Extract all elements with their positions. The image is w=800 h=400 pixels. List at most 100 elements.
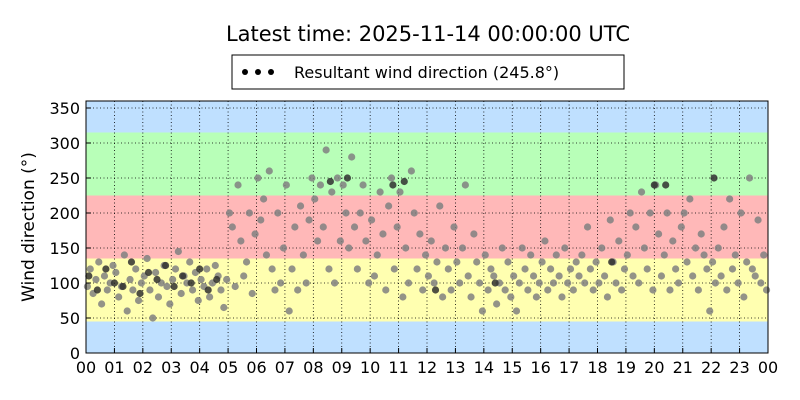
data-point [134, 296, 143, 305]
data-point [518, 244, 526, 252]
data-point [86, 265, 94, 273]
data-point [650, 181, 658, 189]
data-point [343, 174, 352, 182]
data-point [453, 258, 461, 266]
data-point [319, 223, 327, 231]
data-point [473, 258, 481, 266]
data-point [402, 244, 410, 252]
data-point [331, 279, 339, 287]
data-point [660, 251, 668, 259]
x-tick-label: 18 [587, 358, 607, 377]
y-tick-label: 350 [49, 99, 80, 118]
data-point [589, 286, 597, 294]
data-point [674, 279, 683, 287]
data-point [657, 272, 666, 280]
data-point [558, 293, 566, 301]
data-point [154, 293, 163, 301]
data-point [228, 223, 236, 231]
data-point [444, 265, 452, 273]
legend: Resultant wind direction (245.8°) [231, 54, 625, 90]
data-point [248, 289, 256, 298]
data-point [400, 177, 408, 186]
data-point [649, 286, 657, 294]
data-point [424, 272, 433, 280]
data-point [93, 286, 101, 294]
x-tick-label: 06 [246, 358, 266, 377]
data-point [618, 286, 626, 294]
data-point [137, 279, 146, 287]
data-point [169, 275, 177, 284]
data-point [171, 265, 180, 273]
data-point [470, 230, 478, 238]
x-tick-label: 21 [673, 358, 693, 377]
data-point [544, 286, 552, 294]
data-point [365, 279, 373, 287]
data-point [686, 195, 694, 203]
data-point [450, 223, 458, 231]
data-point [654, 230, 663, 238]
data-point [606, 216, 614, 224]
data-point [245, 209, 253, 217]
data-point [697, 230, 705, 238]
data-point [123, 307, 131, 315]
data-point [237, 237, 245, 245]
data-point [683, 258, 691, 266]
x-tick-label: 16 [530, 358, 550, 377]
data-point [288, 265, 296, 273]
data-point [393, 223, 401, 231]
data-point [220, 303, 228, 312]
data-point [240, 272, 248, 280]
data-point [387, 174, 396, 182]
data-point [170, 282, 178, 291]
data-point [333, 174, 342, 182]
data-point [626, 209, 634, 217]
data-point [277, 279, 285, 287]
y-tick-label: 150 [49, 239, 80, 258]
x-tick-label: 00 [76, 358, 96, 377]
data-point [126, 275, 134, 284]
data-point [260, 195, 268, 203]
data-point [608, 258, 616, 266]
data-point [504, 258, 512, 266]
data-point [163, 282, 171, 291]
data-point [552, 251, 560, 259]
data-point [100, 272, 109, 280]
x-tick-label: 02 [133, 358, 153, 377]
data-point [748, 265, 756, 273]
data-point [717, 272, 725, 280]
data-point [356, 209, 364, 217]
data-point [149, 314, 157, 322]
data-point [204, 286, 212, 294]
x-tick-label: 13 [445, 358, 465, 377]
data-point [404, 279, 413, 287]
data-point [413, 265, 421, 273]
data-point [152, 268, 160, 277]
data-point [754, 216, 762, 224]
data-point [257, 216, 265, 224]
data-point [399, 293, 407, 301]
data-point [720, 223, 728, 231]
data-point [328, 188, 336, 196]
data-point [196, 265, 204, 273]
x-tick-label: 00 [758, 358, 778, 377]
data-point [217, 286, 225, 294]
data-point [296, 202, 305, 210]
data-point [491, 279, 499, 287]
data-point [760, 251, 768, 259]
data-point [143, 254, 151, 263]
data-point [447, 286, 455, 294]
data-point [745, 174, 754, 182]
data-point [623, 251, 631, 259]
data-point [179, 272, 187, 280]
data-point [350, 223, 359, 231]
data-point [578, 251, 586, 259]
data-point [271, 286, 279, 294]
data-point [581, 279, 589, 287]
data-point [711, 279, 720, 287]
data-point [353, 265, 361, 273]
legend-marker-dot [242, 69, 248, 75]
data-point [274, 209, 282, 217]
data-point [359, 181, 367, 189]
data-point [379, 230, 387, 238]
